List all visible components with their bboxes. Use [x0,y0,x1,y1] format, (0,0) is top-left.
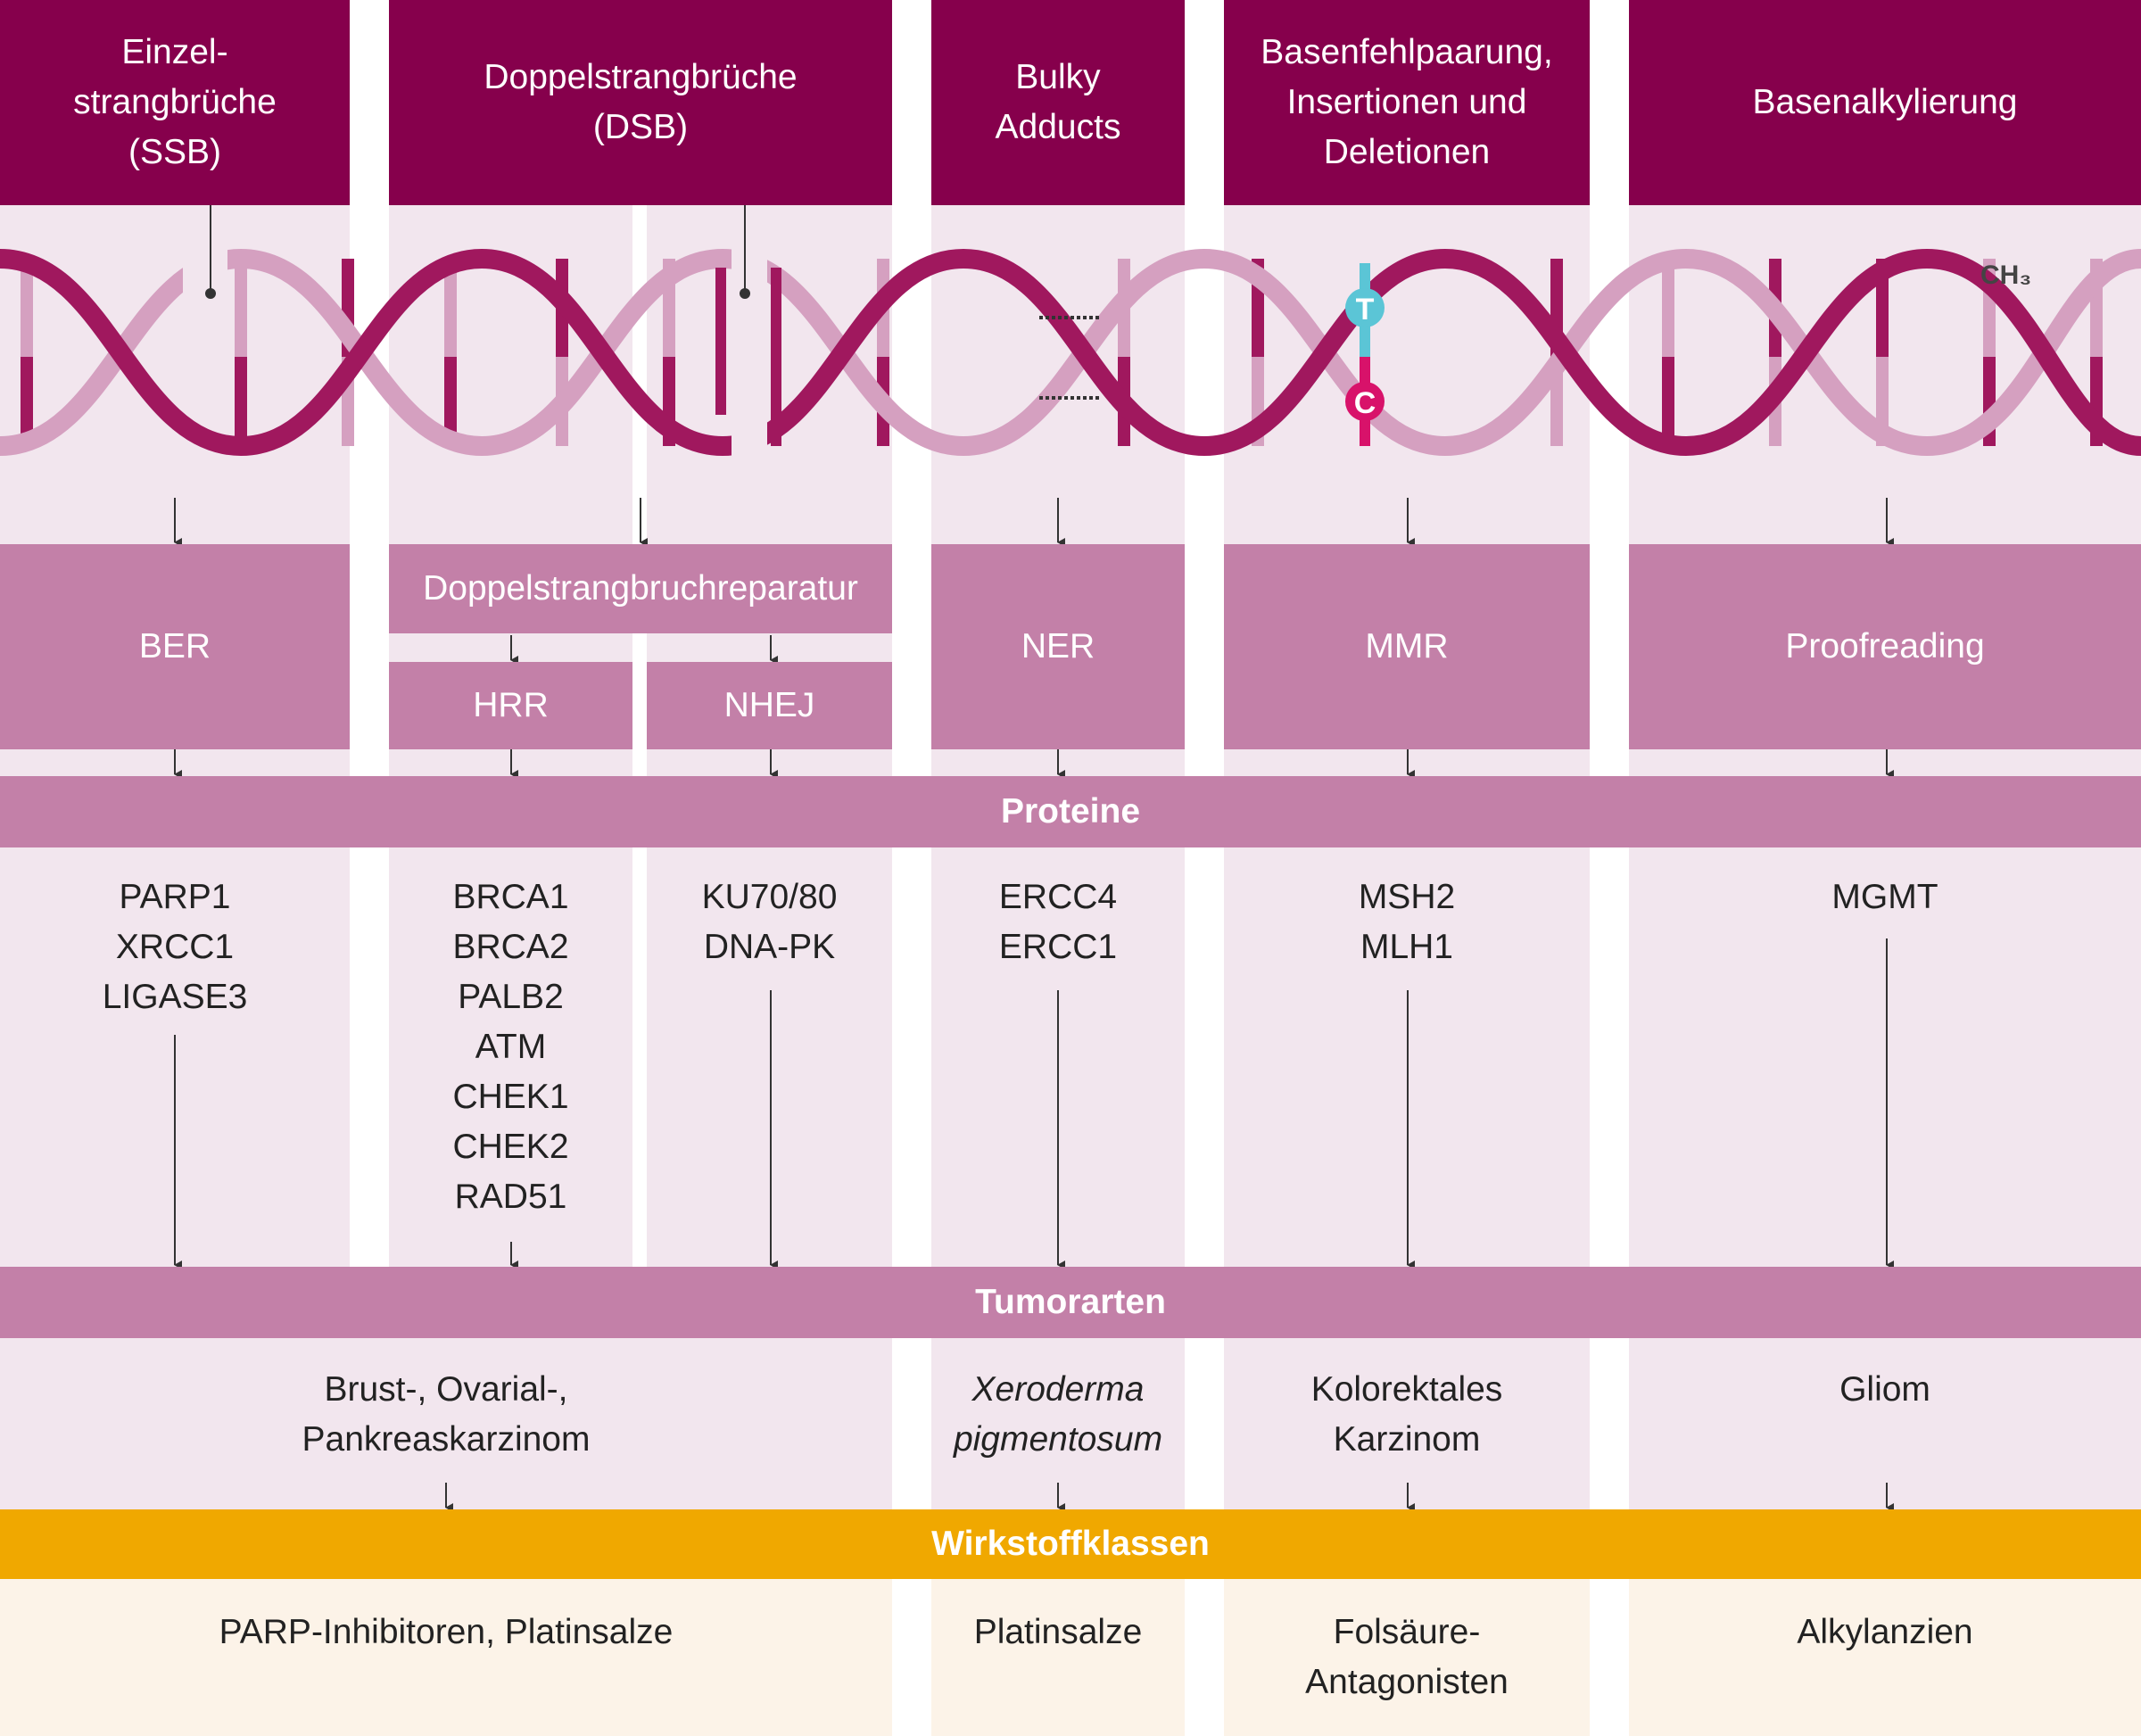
proteins-proofreading: MGMT [1831,878,1938,916]
header-bulky-adducts: Bulky Adducts [931,0,1185,205]
proteins-ber: PARP1 XRCC1 LIGASE3 [102,878,248,1016]
header-single-strand-breaks: Einzel- strangbrüche (SSB) [0,0,350,205]
proteins-nhej: KU70/80 DNA-PK [701,878,838,966]
drug-platin: Platinsalze [973,1613,1143,1651]
drug-row-background-ner [931,1579,1185,1736]
drug-alkylating: Alkylanzien [1797,1613,1973,1651]
pointer-lines [210,205,746,291]
band-proteins: Proteine [0,776,2141,847]
drug-row-background-alkyl [1629,1579,2141,1736]
drug-folic-antagonists: Folsäure- Antagonisten [1305,1613,1509,1701]
repair-dsb: Doppelstrangbruchreparatur [389,544,892,633]
proteins-mmr: MSH2 MLH1 [1358,878,1456,966]
repair-nhej: NHEJ [647,662,892,749]
tumor-breast-ovarian-pancreatic: Brust-, Ovarial-, Pankreaskarzinom [302,1370,591,1459]
dna-strand-dark [0,248,2141,457]
base-t-circle [1345,288,1385,327]
bulky-adduct-crosslinks [1039,316,1102,400]
header-double-strand-breaks: Doppelstrangbrüche (DSB) [389,0,892,205]
repair-proofreading: Proofreading [1629,544,2141,749]
header-base-alkylation: Basenalkylierung [1629,0,2141,205]
repair-ner: NER [931,544,1185,749]
dsb-break-gap [732,241,767,464]
drug-row-background-mmr [1224,1579,1590,1736]
methyl-label: CH₃ [1980,260,2031,290]
repair-hrr: HRR [389,662,632,749]
repair-ber: BER [0,544,350,749]
ssb-break-gap [183,241,227,294]
drug-parp-platin: PARP-Inhibitoren, Platinsalze [219,1613,674,1651]
base-c-circle [1345,382,1385,421]
base-c-label: C [1354,386,1376,420]
proteins-ner: ERCC4 ERCC1 [998,878,1118,966]
repair-mmr: MMR [1224,544,1590,749]
dsb-pointer-dot [740,288,750,299]
ssb-pointer-dot [205,288,216,299]
flow-arrows [174,498,1894,1512]
header-mismatch: Basenfehlpaarung, Insertionen und Deleti… [1224,0,1590,205]
proteins-hrr: BRCA1 BRCA2 PALB2 ATM CHEK1 CHEK2 RAD51 [452,878,569,1216]
base-pair-rungs [21,259,2103,446]
band-tumors: Tumorarten [0,1267,2141,1338]
band-drug-classes: Wirkstoffklassen [0,1509,2141,1579]
tumor-colorectal: Kolorektales Karzinom [1310,1370,1503,1459]
drug-row-background-left [0,1579,892,1736]
tumor-glioma: Gliom [1839,1370,1930,1409]
tumor-xeroderma: Xeroderma pigmentosum [953,1370,1163,1459]
base-t-label: T [1356,293,1375,327]
